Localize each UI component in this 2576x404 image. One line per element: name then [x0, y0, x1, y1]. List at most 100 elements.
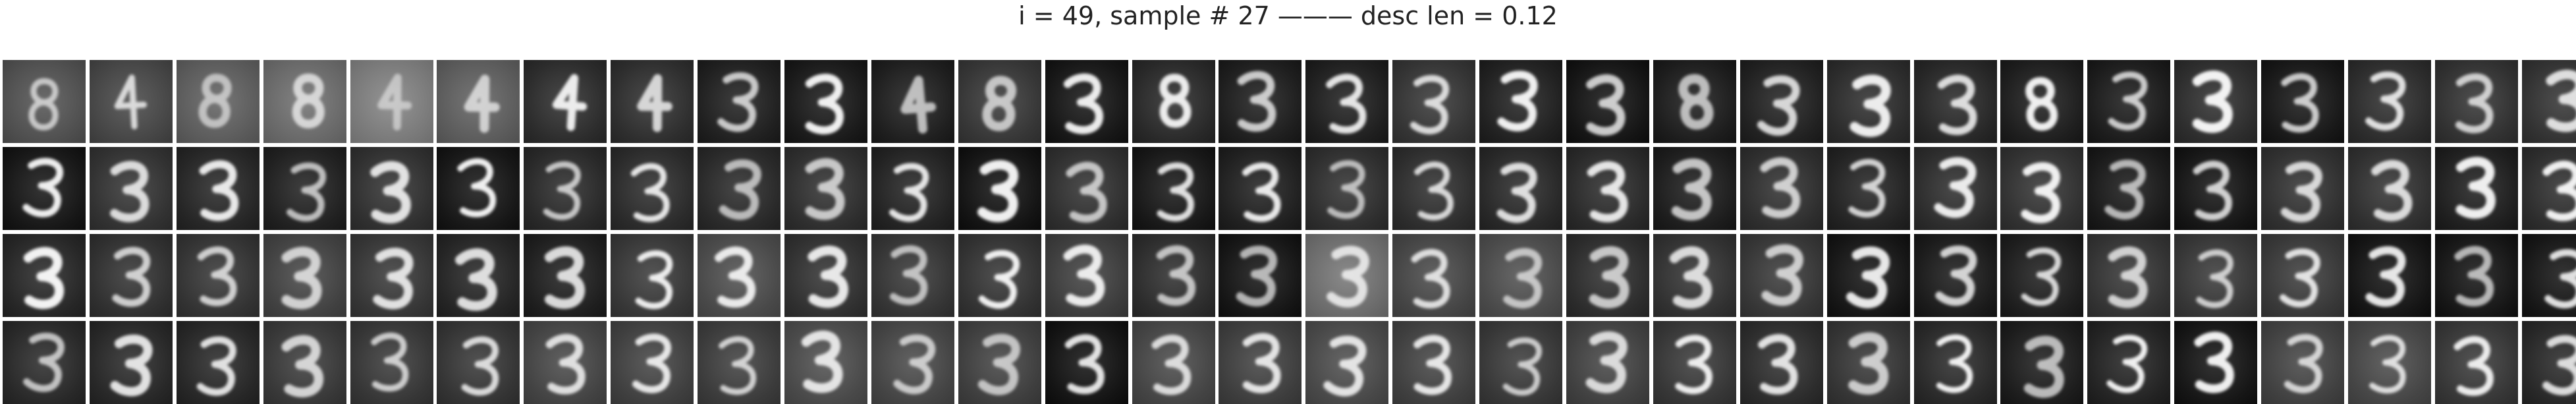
- digit-stroke: [2196, 249, 2233, 308]
- digit-glyph: [109, 161, 150, 223]
- digit-stroke: [1678, 74, 1714, 130]
- digit-stroke: [112, 246, 151, 307]
- digit-sample-image: [1740, 233, 1823, 317]
- digit-glyph: [464, 74, 501, 133]
- digit-sample-image: [2434, 320, 2518, 404]
- digit-sample-image: [784, 60, 868, 143]
- digit-sample-image: [2261, 320, 2345, 404]
- digit-stroke: [2365, 71, 2406, 131]
- digit-stroke: [1589, 246, 1630, 308]
- digit-glyph: [1757, 75, 1800, 136]
- digit-glyph: [1669, 246, 1713, 309]
- digit-glyph: [377, 73, 412, 130]
- digit-glyph: [1159, 73, 1192, 128]
- digit-glyph: [112, 246, 151, 307]
- digit-stroke: [1503, 248, 1543, 308]
- digit-stroke: [286, 162, 326, 222]
- digit-glyph: [2194, 331, 2235, 393]
- digit-stroke: [2542, 160, 2576, 221]
- digit-glyph: [2104, 159, 2147, 220]
- digit-stroke: [2021, 247, 2062, 306]
- digit-stroke: [1587, 161, 1628, 223]
- digit-sample-image: [3, 146, 86, 230]
- digit-stroke: [1063, 244, 1105, 306]
- digit-sample-image: [1219, 320, 1302, 404]
- digit-sample-image: [1045, 146, 1128, 230]
- digit-sample-image: [698, 146, 781, 230]
- digit-glyph: [1587, 161, 1628, 223]
- digit-stroke: [1327, 245, 1370, 308]
- digit-sample-image: [3, 233, 86, 317]
- digit-stroke: [109, 161, 150, 223]
- digit-sample-image: [784, 233, 868, 317]
- digit-stroke: [1760, 157, 1800, 219]
- digit-glyph: [1410, 74, 1450, 134]
- digit-sample-image: [2174, 320, 2258, 404]
- digit-sample-image: [1479, 320, 1563, 404]
- digit-stroke: [1413, 334, 1452, 395]
- digit-glyph: [23, 246, 65, 309]
- digit-sample-image: [1913, 320, 1997, 404]
- digit-stroke: [1934, 245, 1977, 306]
- digit-sample-image: [176, 60, 260, 143]
- digit-stroke: [900, 75, 937, 134]
- digit-sample-image: [958, 320, 1041, 404]
- digit-sample-image: [611, 60, 694, 143]
- digit-sample-image: [2521, 320, 2576, 404]
- digit-stroke: [28, 78, 59, 130]
- digit-stroke: [2021, 162, 2061, 223]
- digit-sample-image: [1392, 233, 1476, 317]
- digit-sample-image: [89, 146, 173, 230]
- digit-sample-image: [698, 320, 781, 404]
- digit-stroke: [2193, 160, 2232, 221]
- digit-stroke: [2280, 248, 2320, 308]
- digit-sample-image: [2087, 320, 2171, 404]
- digit-sample-image: [1219, 233, 1302, 317]
- digit-stroke: [199, 159, 239, 221]
- digit-glyph: [1934, 157, 1976, 218]
- digit-glyph: [457, 158, 497, 217]
- digit-stroke: [1675, 334, 1713, 394]
- digit-sample-image: [1913, 146, 1997, 230]
- digit-glyph: [1323, 335, 1367, 397]
- digit-glyph: [2542, 335, 2576, 395]
- digit-glyph: [2369, 334, 2406, 393]
- digit-stroke: [717, 72, 759, 132]
- digit-glyph: [1063, 244, 1105, 306]
- digit-glyph: [114, 74, 147, 130]
- digit-glyph: [1066, 161, 1107, 223]
- digit-glyph: [110, 334, 153, 396]
- digit-stroke: [889, 245, 928, 305]
- digit-sample-image: [2348, 233, 2432, 317]
- digit-glyph: [2365, 246, 2406, 307]
- digit-glyph: [1327, 159, 1365, 219]
- digit-glyph: [805, 158, 845, 220]
- digit-stroke: [2024, 335, 2065, 398]
- digit-stroke: [2281, 72, 2319, 133]
- digit-sample-image: [524, 320, 607, 404]
- digit-stroke: [455, 248, 497, 311]
- digit-sample-image: [2087, 146, 2171, 230]
- digit-stroke: [1066, 161, 1107, 223]
- digit-stroke: [553, 74, 588, 131]
- digit-glyph: [630, 163, 670, 223]
- digit-stroke: [2455, 73, 2494, 134]
- digit-sample-image: [2348, 146, 2432, 230]
- digit-glyph: [1497, 71, 1538, 132]
- digit-stroke: [978, 250, 1020, 309]
- digit-sample-image: [1392, 146, 1476, 230]
- digit-sample-image: [1045, 320, 1128, 404]
- digit-glyph: [1675, 334, 1713, 394]
- digit-sample-image: [2000, 60, 2084, 143]
- digit-stroke: [1064, 333, 1105, 394]
- digit-stroke: [281, 335, 323, 397]
- digit-glyph: [2546, 69, 2576, 132]
- digit-glyph: [1327, 245, 1370, 308]
- digit-sample-image: [1132, 320, 1215, 404]
- digit-sample-image: [350, 60, 433, 143]
- digit-stroke: [805, 73, 844, 134]
- digit-glyph: [2108, 71, 2148, 131]
- digit-glyph: [1156, 245, 1195, 306]
- digit-stroke: [635, 250, 673, 309]
- digit-glyph: [1413, 334, 1452, 395]
